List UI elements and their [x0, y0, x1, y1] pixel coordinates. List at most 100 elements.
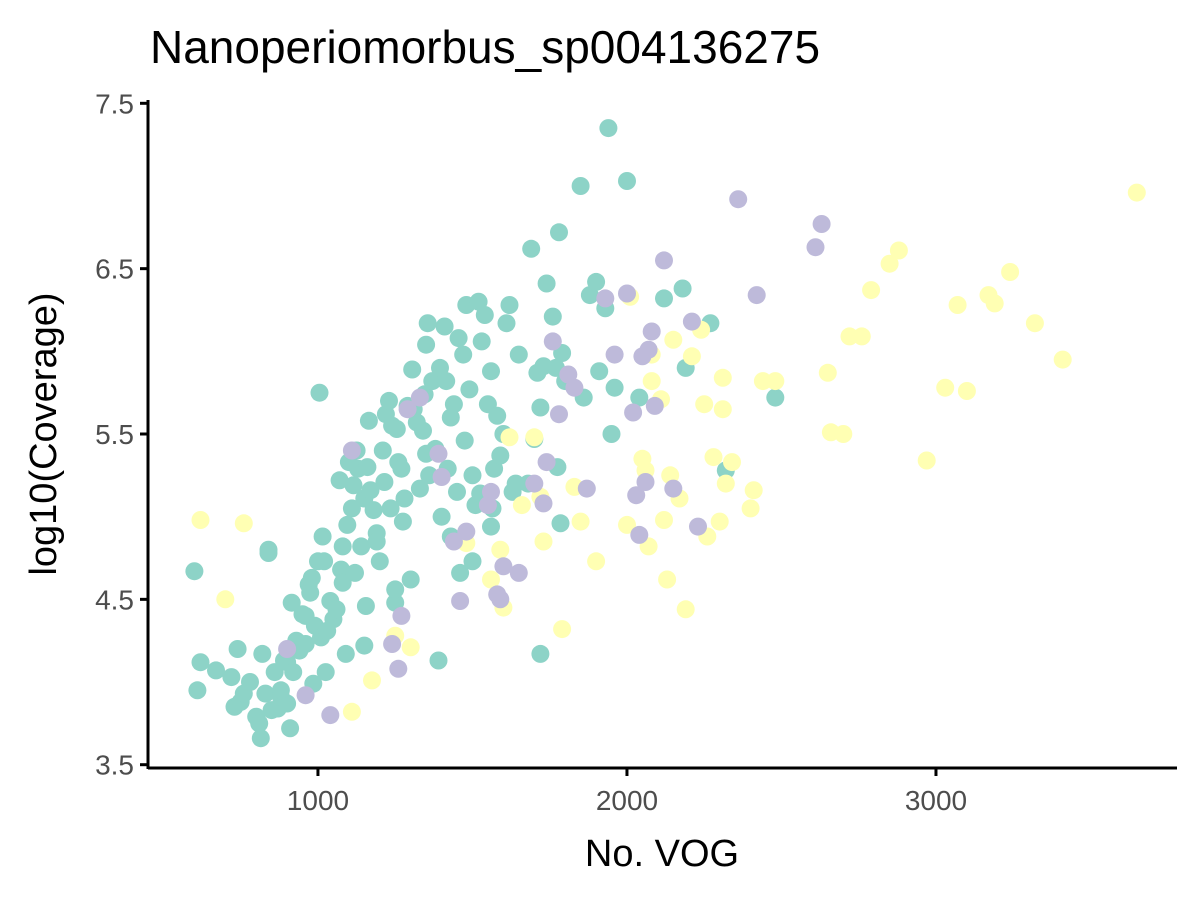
data-point [429, 651, 448, 670]
data-point [454, 345, 473, 364]
data-point [723, 453, 741, 472]
data-point [642, 372, 661, 391]
data-point [444, 395, 463, 414]
data-point [355, 636, 374, 655]
data-point [352, 537, 371, 556]
data-point [500, 428, 519, 447]
data-point [429, 444, 448, 463]
data-point [363, 671, 381, 690]
points-layer [185, 119, 1146, 748]
data-point [551, 514, 570, 533]
data-point [310, 383, 329, 402]
data-point [455, 431, 474, 450]
data-point [636, 473, 655, 491]
data-point [392, 459, 411, 478]
data-point [491, 540, 510, 559]
data-point [682, 347, 701, 366]
data-point [618, 172, 636, 190]
data-point [812, 215, 831, 233]
data-point [315, 552, 334, 571]
data-point [482, 517, 500, 536]
data-point [281, 719, 300, 738]
data-point [380, 391, 398, 410]
data-point [417, 444, 436, 463]
data-point [630, 388, 649, 407]
data-point [747, 286, 766, 305]
data-point [1025, 314, 1044, 333]
data-point [250, 714, 269, 733]
data-point [449, 329, 468, 348]
data-point [296, 686, 315, 705]
data-point [330, 471, 349, 490]
data-point [432, 507, 451, 526]
data-point [713, 368, 732, 387]
ticks-layer: 1000 2000 3000 3.5 4.5 5.5 6.5 7.5 [95, 88, 967, 816]
data-point [342, 441, 361, 460]
data-point [259, 544, 278, 562]
data-point [834, 425, 853, 443]
data-point [414, 421, 432, 440]
data-point [282, 593, 301, 612]
data-point [418, 314, 437, 333]
data-point [537, 274, 556, 293]
data-point [729, 190, 748, 209]
data-point [313, 527, 332, 546]
data-point [342, 702, 361, 721]
data-point [571, 177, 590, 195]
data-point [744, 481, 763, 500]
data-point [506, 474, 525, 493]
data-point [278, 640, 297, 658]
data-point [332, 560, 351, 579]
data-point [336, 644, 355, 663]
data-point [618, 284, 636, 303]
data-point [818, 363, 837, 382]
data-point [587, 272, 606, 291]
data-point [550, 223, 568, 242]
data-point [410, 388, 429, 407]
data-point [296, 635, 315, 653]
data-point [571, 512, 590, 531]
data-point [753, 372, 772, 391]
data-point [682, 312, 701, 331]
data-point [451, 563, 470, 582]
data-point [383, 635, 402, 653]
data-point [618, 515, 636, 534]
data-point [985, 294, 1004, 313]
data-point [689, 517, 707, 536]
y-tick-label: 3.5 [95, 750, 134, 781]
data-point [375, 473, 394, 491]
data-point [191, 511, 210, 529]
y-tick-label: 6.5 [95, 254, 134, 285]
data-point [509, 345, 528, 364]
data-point [271, 681, 290, 700]
chart-title: Nanoperiomorbus_sp004136275 [150, 21, 820, 73]
data-point [359, 411, 378, 430]
y-tick-label: 4.5 [95, 584, 134, 615]
data-point [234, 514, 253, 533]
data-point [403, 360, 422, 379]
data-point [766, 388, 785, 407]
data-point [451, 592, 470, 610]
data-point [444, 532, 463, 551]
data-point [472, 332, 491, 351]
data-point [880, 254, 899, 273]
data-point [448, 482, 466, 501]
data-point [191, 653, 210, 672]
data-point [228, 640, 247, 658]
data-point [1053, 350, 1072, 369]
data-point [590, 362, 609, 381]
data-point [531, 398, 550, 417]
data-point [537, 453, 556, 472]
data-point [387, 420, 406, 438]
data-point [534, 494, 553, 513]
data-point [512, 496, 531, 515]
data-point [889, 241, 908, 260]
data-point [525, 474, 544, 493]
data-point [356, 597, 375, 615]
data-point [741, 499, 760, 518]
data-point [695, 395, 714, 414]
data-point [316, 663, 335, 682]
data-point [716, 474, 735, 493]
data-point [1127, 183, 1146, 202]
